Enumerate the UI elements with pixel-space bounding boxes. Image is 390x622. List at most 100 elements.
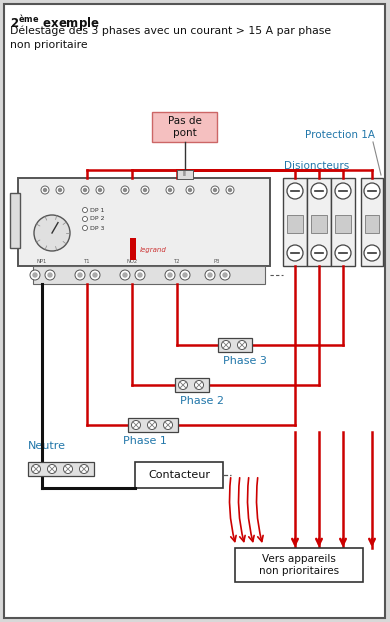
- Circle shape: [123, 273, 127, 277]
- FancyBboxPatch shape: [33, 266, 265, 284]
- Circle shape: [205, 270, 215, 280]
- Text: Phase 3: Phase 3: [223, 356, 267, 366]
- Circle shape: [83, 188, 87, 192]
- Circle shape: [30, 270, 40, 280]
- FancyBboxPatch shape: [177, 170, 193, 179]
- Circle shape: [121, 186, 129, 194]
- FancyBboxPatch shape: [152, 112, 217, 142]
- Circle shape: [168, 188, 172, 192]
- Circle shape: [96, 186, 104, 194]
- Circle shape: [168, 273, 172, 277]
- Circle shape: [48, 465, 57, 473]
- Circle shape: [166, 186, 174, 194]
- FancyBboxPatch shape: [235, 548, 363, 582]
- Text: Phase 1: Phase 1: [123, 436, 167, 446]
- Circle shape: [48, 273, 52, 277]
- FancyBboxPatch shape: [307, 178, 331, 266]
- Circle shape: [335, 245, 351, 261]
- Circle shape: [78, 273, 82, 277]
- FancyBboxPatch shape: [175, 378, 209, 392]
- Circle shape: [124, 188, 126, 192]
- FancyBboxPatch shape: [283, 178, 307, 266]
- Circle shape: [211, 186, 219, 194]
- Text: Phase 2: Phase 2: [180, 396, 224, 406]
- Text: NP1: NP1: [37, 259, 47, 264]
- Circle shape: [81, 186, 89, 194]
- FancyBboxPatch shape: [10, 193, 20, 248]
- Circle shape: [144, 188, 147, 192]
- Circle shape: [83, 226, 87, 231]
- Circle shape: [41, 186, 49, 194]
- Circle shape: [311, 183, 327, 199]
- Circle shape: [180, 270, 190, 280]
- Circle shape: [56, 186, 64, 194]
- Circle shape: [188, 188, 191, 192]
- Circle shape: [131, 420, 140, 430]
- FancyBboxPatch shape: [28, 462, 94, 476]
- FancyBboxPatch shape: [128, 418, 178, 432]
- Circle shape: [99, 188, 101, 192]
- Circle shape: [33, 273, 37, 277]
- Circle shape: [80, 465, 89, 473]
- Text: Pas de
pont: Pas de pont: [168, 116, 202, 138]
- Circle shape: [165, 270, 175, 280]
- Circle shape: [34, 215, 70, 251]
- Text: II: II: [183, 172, 186, 177]
- Circle shape: [186, 186, 194, 194]
- Circle shape: [195, 381, 204, 389]
- Text: P3: P3: [214, 259, 220, 264]
- Circle shape: [120, 270, 130, 280]
- FancyBboxPatch shape: [335, 215, 351, 233]
- Text: DP 3: DP 3: [90, 226, 105, 231]
- Circle shape: [58, 188, 62, 192]
- Circle shape: [141, 186, 149, 194]
- FancyBboxPatch shape: [311, 215, 327, 233]
- Text: Protection 1A: Protection 1A: [305, 130, 375, 140]
- Circle shape: [64, 465, 73, 473]
- Circle shape: [138, 273, 142, 277]
- Text: T1: T1: [84, 259, 90, 264]
- Text: DP 1: DP 1: [90, 208, 105, 213]
- Text: Disjoncteurs: Disjoncteurs: [284, 161, 349, 171]
- FancyBboxPatch shape: [365, 215, 379, 233]
- Circle shape: [90, 270, 100, 280]
- Circle shape: [163, 420, 172, 430]
- Circle shape: [83, 216, 87, 221]
- Text: Neutre: Neutre: [28, 441, 66, 451]
- Circle shape: [32, 465, 41, 473]
- FancyBboxPatch shape: [287, 215, 303, 233]
- Text: Contacteur: Contacteur: [148, 470, 210, 480]
- Circle shape: [45, 270, 55, 280]
- Circle shape: [44, 188, 46, 192]
- FancyBboxPatch shape: [18, 178, 270, 266]
- Circle shape: [220, 270, 230, 280]
- Circle shape: [364, 183, 380, 199]
- Text: Délestage des 3 phases avec un courant > 15 A par phase
non prioritaire: Délestage des 3 phases avec un courant >…: [10, 26, 331, 50]
- Circle shape: [287, 183, 303, 199]
- Text: NO2: NO2: [126, 259, 138, 264]
- Circle shape: [208, 273, 212, 277]
- FancyBboxPatch shape: [218, 338, 252, 352]
- Text: legrand: legrand: [140, 247, 167, 253]
- Circle shape: [238, 340, 246, 350]
- Circle shape: [364, 245, 380, 261]
- Circle shape: [335, 183, 351, 199]
- FancyBboxPatch shape: [331, 178, 355, 266]
- Circle shape: [83, 208, 87, 213]
- FancyBboxPatch shape: [135, 462, 223, 488]
- FancyBboxPatch shape: [361, 178, 383, 266]
- Circle shape: [75, 270, 85, 280]
- Text: T2: T2: [174, 259, 180, 264]
- Circle shape: [226, 186, 234, 194]
- Circle shape: [179, 381, 188, 389]
- Circle shape: [229, 188, 232, 192]
- Text: $\mathbf{2^{ème}}$ $\mathbf{exemple}$: $\mathbf{2^{ème}}$ $\mathbf{exemple}$: [10, 13, 100, 33]
- FancyBboxPatch shape: [4, 4, 385, 618]
- Text: DP 2: DP 2: [90, 216, 105, 221]
- Text: Vers appareils
non prioritaires: Vers appareils non prioritaires: [259, 554, 339, 576]
- Circle shape: [213, 188, 216, 192]
- Circle shape: [311, 245, 327, 261]
- Circle shape: [222, 340, 230, 350]
- Circle shape: [223, 273, 227, 277]
- Circle shape: [287, 245, 303, 261]
